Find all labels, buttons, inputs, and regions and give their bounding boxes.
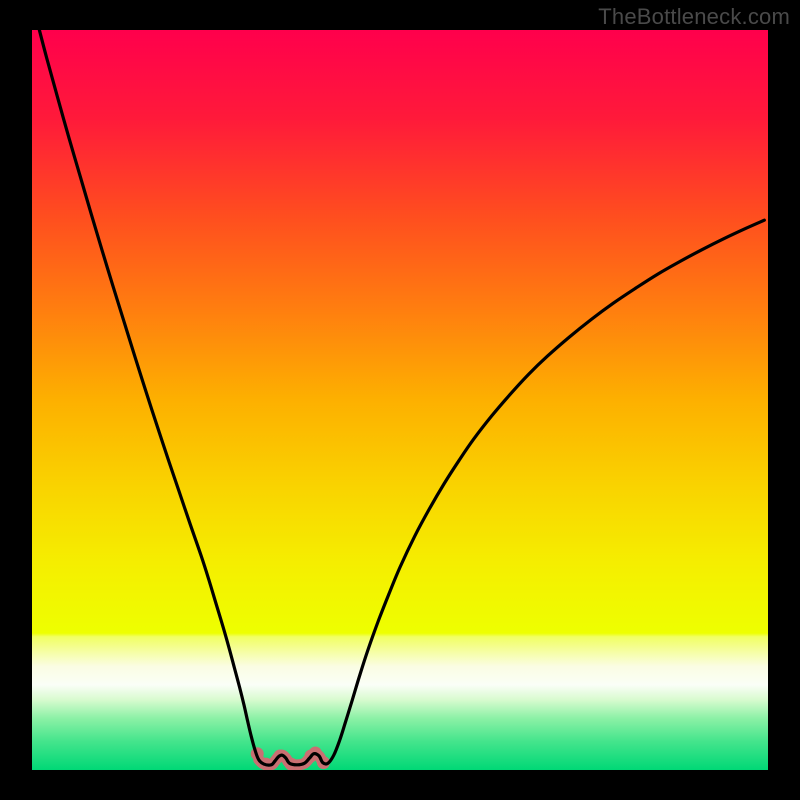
bottleneck-chart xyxy=(32,30,768,770)
chart-svg xyxy=(32,30,768,770)
watermark-text: TheBottleneck.com xyxy=(598,4,790,30)
